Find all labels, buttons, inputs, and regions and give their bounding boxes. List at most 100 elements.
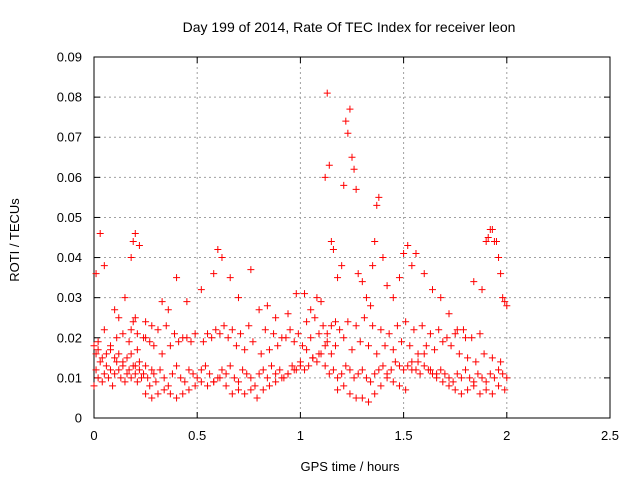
data-point bbox=[369, 322, 377, 330]
data-point bbox=[288, 362, 296, 370]
data-point bbox=[263, 302, 271, 310]
data-point bbox=[154, 390, 162, 398]
data-point bbox=[183, 298, 191, 306]
data-point bbox=[495, 254, 503, 262]
data-point bbox=[119, 330, 127, 338]
data-point bbox=[383, 374, 391, 382]
data-point bbox=[313, 294, 321, 302]
data-point bbox=[449, 378, 457, 386]
data-point bbox=[170, 330, 178, 338]
data-point bbox=[445, 382, 453, 390]
data-point bbox=[313, 358, 321, 366]
data-point bbox=[484, 234, 492, 241]
data-point bbox=[385, 330, 393, 338]
data-point bbox=[115, 350, 123, 358]
data-point bbox=[340, 382, 348, 390]
x-tick-label: 1 bbox=[297, 428, 304, 443]
data-point bbox=[408, 262, 416, 270]
data-point bbox=[294, 330, 302, 338]
data-point bbox=[150, 342, 158, 350]
data-point bbox=[327, 238, 335, 246]
data-point bbox=[247, 374, 255, 382]
data-point bbox=[499, 294, 507, 302]
data-point bbox=[389, 378, 397, 386]
data-point bbox=[400, 366, 408, 374]
data-point bbox=[344, 129, 352, 137]
data-point bbox=[173, 394, 181, 402]
data-point bbox=[123, 354, 131, 362]
data-point bbox=[98, 354, 106, 362]
data-point bbox=[131, 314, 139, 322]
data-point bbox=[414, 350, 422, 358]
data-point bbox=[437, 294, 445, 302]
data-point bbox=[191, 330, 199, 338]
data-point bbox=[278, 374, 286, 382]
data-point bbox=[418, 322, 426, 330]
data-point bbox=[265, 382, 273, 390]
data-point bbox=[274, 342, 282, 350]
data-point bbox=[197, 366, 205, 374]
data-point bbox=[214, 246, 222, 254]
data-point bbox=[371, 370, 379, 378]
data-point bbox=[389, 346, 397, 354]
data-point bbox=[317, 298, 325, 306]
data-point bbox=[352, 185, 360, 193]
data-point bbox=[457, 374, 465, 382]
data-point bbox=[327, 350, 335, 358]
data-point bbox=[218, 254, 226, 262]
y-tick-label: 0.04 bbox=[57, 250, 82, 265]
data-point bbox=[323, 330, 331, 338]
data-point bbox=[241, 346, 249, 354]
data-point bbox=[365, 398, 373, 406]
data-point bbox=[433, 370, 441, 378]
data-point bbox=[154, 326, 162, 334]
data-point bbox=[400, 250, 408, 258]
data-point bbox=[395, 274, 403, 282]
data-point bbox=[164, 382, 172, 390]
data-point bbox=[482, 378, 490, 386]
data-point bbox=[358, 278, 366, 286]
data-point bbox=[503, 302, 511, 310]
data-point bbox=[482, 386, 490, 394]
x-tick-labels: 0 0.5 1 1.5 2 2.5 bbox=[90, 428, 619, 443]
data-point bbox=[90, 382, 98, 390]
data-point bbox=[111, 354, 119, 362]
data-point bbox=[437, 366, 445, 374]
data-point bbox=[210, 270, 218, 278]
y-tick-label: 0.08 bbox=[57, 90, 82, 105]
data-point bbox=[410, 326, 418, 334]
data-point bbox=[204, 330, 212, 338]
data-point bbox=[301, 366, 309, 374]
data-point bbox=[360, 314, 368, 322]
data-point bbox=[102, 350, 110, 358]
data-point bbox=[464, 386, 472, 394]
data-point bbox=[220, 322, 228, 330]
data-point bbox=[325, 161, 333, 169]
data-point bbox=[290, 338, 298, 346]
data-point bbox=[334, 386, 342, 394]
data-point bbox=[241, 390, 249, 398]
data-point bbox=[404, 362, 412, 370]
data-point bbox=[237, 330, 245, 338]
data-point bbox=[371, 390, 379, 398]
data-point bbox=[340, 181, 348, 189]
data-point bbox=[173, 362, 181, 370]
data-point bbox=[265, 346, 273, 354]
data-point bbox=[488, 390, 496, 398]
data-point bbox=[92, 350, 100, 358]
data-point bbox=[464, 354, 472, 362]
data-point bbox=[497, 270, 505, 278]
data-point bbox=[111, 306, 119, 314]
data-point bbox=[369, 262, 377, 270]
data-point bbox=[329, 366, 337, 374]
data-point bbox=[173, 274, 181, 282]
x-axis-label: GPS time / hours bbox=[301, 459, 400, 474]
data-point bbox=[117, 374, 125, 382]
data-point bbox=[111, 370, 119, 378]
data-point bbox=[135, 366, 143, 374]
data-point bbox=[100, 262, 108, 270]
data-point bbox=[185, 386, 193, 394]
data-point bbox=[329, 246, 337, 254]
data-point bbox=[307, 334, 315, 342]
